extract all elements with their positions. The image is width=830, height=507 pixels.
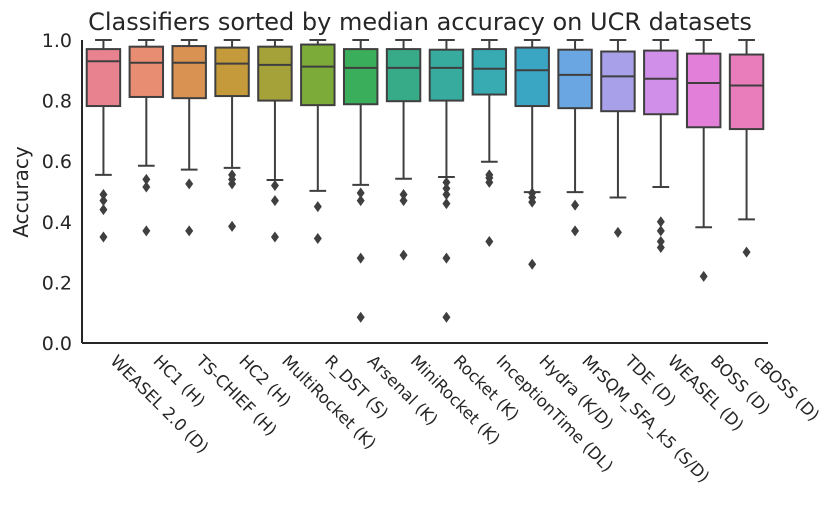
outlier-point	[399, 195, 408, 207]
outlier-point	[528, 258, 537, 270]
box-11	[514, 39, 550, 270]
box-3	[171, 39, 207, 237]
box-4	[214, 39, 250, 232]
iqr-box	[171, 45, 207, 100]
x-axis: WEASEL 2.0 (D)HC1 (H)TS-CHIEF (H)HC2 (H)…	[82, 342, 823, 487]
iqr-box	[385, 48, 422, 103]
outlier-point	[99, 204, 108, 216]
outlier-point	[656, 235, 665, 247]
outlier-point	[356, 311, 365, 323]
outlier-point	[313, 232, 322, 244]
y-axis-label: Accuracy	[9, 146, 33, 237]
chart-title: Classifiers sorted by median accuracy on…	[88, 8, 752, 36]
box-6	[300, 39, 336, 244]
box-1	[85, 39, 122, 243]
outlier-point	[356, 187, 365, 199]
iqr-box	[85, 48, 122, 108]
outlier-point	[442, 189, 451, 201]
outlier-point	[571, 199, 580, 211]
box-12	[557, 39, 593, 237]
outlier-point	[442, 311, 451, 323]
outlier-point	[313, 201, 322, 213]
outlier-point	[185, 178, 194, 190]
y-tick-label: 0.0	[42, 333, 72, 355]
outlier-point	[142, 181, 151, 193]
outlier-point	[656, 225, 665, 237]
iqr-box	[342, 48, 379, 106]
outlier-point	[99, 195, 108, 207]
box-15	[685, 39, 722, 282]
y-tick-label: 0.6	[42, 151, 72, 173]
outlier-point	[485, 169, 494, 181]
outlier-point	[399, 249, 408, 261]
outlier-point	[270, 179, 279, 191]
outlier-point	[142, 225, 151, 237]
outlier-point	[228, 169, 237, 181]
box-13	[600, 39, 636, 238]
iqr-box	[257, 45, 293, 102]
outlier-point	[485, 235, 494, 247]
outlier-point	[399, 189, 408, 201]
outlier-point	[99, 231, 108, 243]
box-9	[428, 39, 465, 323]
outlier-point	[442, 176, 451, 188]
iqr-box	[300, 43, 336, 107]
iqr-box	[685, 52, 722, 129]
iqr-box	[728, 53, 765, 131]
y-tick-label: 0.4	[42, 212, 72, 234]
box-8	[385, 39, 422, 261]
outlier-point	[356, 252, 365, 264]
outlier-point	[656, 216, 665, 228]
outlier-point	[442, 252, 451, 264]
iqr-box	[557, 48, 593, 110]
box-5	[257, 39, 293, 243]
iqr-box	[428, 48, 465, 102]
box-14	[643, 39, 679, 254]
outlier-point	[742, 246, 751, 258]
box-2	[128, 39, 165, 237]
outlier-point	[571, 225, 580, 237]
box-group	[85, 39, 765, 323]
box-10	[471, 39, 508, 247]
outlier-point	[442, 198, 451, 210]
outlier-point	[142, 173, 151, 185]
y-tick-label: 0.8	[42, 91, 72, 113]
outlier-point	[99, 189, 108, 201]
outlier-point	[699, 270, 708, 282]
iqr-box	[600, 50, 636, 113]
outlier-point	[613, 226, 622, 238]
outlier-point	[270, 195, 279, 207]
iqr-box	[471, 48, 508, 96]
outlier-point	[356, 195, 365, 207]
outlier-point	[442, 182, 451, 194]
iqr-box	[128, 45, 165, 98]
y-axis: 0.0 0.2 0.4 0.6 0.8 1.0	[42, 30, 83, 355]
outlier-point	[656, 242, 665, 254]
outlier-point	[228, 220, 237, 232]
box-7	[342, 39, 379, 323]
outlier-point	[528, 187, 537, 199]
iqr-box	[214, 46, 250, 98]
iqr-box	[643, 49, 679, 116]
y-tick-label: 0.2	[42, 272, 72, 294]
iqr-box	[514, 46, 550, 108]
y-tick-label: 1.0	[42, 30, 72, 52]
outlier-point	[270, 231, 279, 243]
box-16	[728, 39, 765, 258]
outlier-point	[185, 225, 194, 237]
